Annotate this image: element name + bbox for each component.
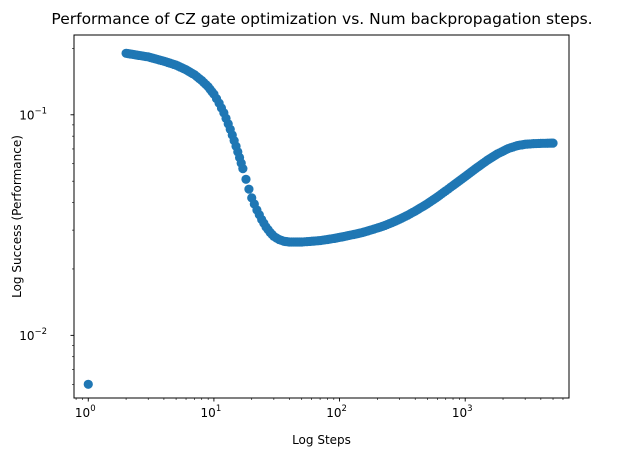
data-point [241,174,251,184]
data-point [221,113,231,123]
x-tick-label: 100 [75,404,96,420]
y-axis-ticks: 10−2 10−1 [19,48,74,385]
data-point [229,136,239,146]
y-tick-label: 10−1 [19,106,47,122]
x-axis-ticks: 100 101 102 103 [75,398,564,420]
data-point [233,147,243,157]
x-tick-label: 101 [201,404,222,420]
data-point [546,138,556,148]
x-tick-label: 103 [452,404,473,420]
data-point [244,184,254,194]
data-point [216,103,227,113]
y-axis-label: Log Success (Performance) [10,135,24,298]
data-point [225,124,235,134]
data-point [249,199,259,209]
y-tick-label: 10−2 [19,327,47,343]
x-axis-label: Log Steps [292,433,351,447]
plot-frame [73,34,570,399]
data-point [211,94,222,104]
data-point [236,158,246,168]
x-tick-label: 102 [326,404,347,420]
data-point [83,379,93,389]
data-points [83,48,558,389]
chart-title: Performance of CZ gate optimization vs. … [51,10,592,28]
data-point [207,87,217,97]
data-point [254,210,264,220]
